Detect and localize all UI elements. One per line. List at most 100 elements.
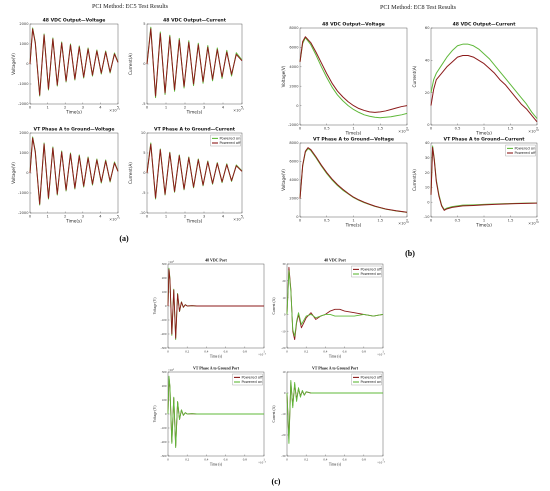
x-tick-label: 0.8 [243, 458, 247, 462]
group-c-label: (c) [272, 477, 281, 486]
x-multiplier: ×10⁻⁶ [258, 461, 266, 465]
y-tick-label: -5 [142, 102, 146, 106]
legend-entry: Powered on [361, 380, 382, 384]
y-tick-label: 8000 [289, 141, 299, 145]
x-axis-label: Time(s) [186, 110, 203, 115]
y-tick-label: 0 [427, 123, 430, 127]
y-tick-label: 30 [425, 156, 430, 160]
y-tick-label: 8000 [289, 26, 299, 30]
y-tick-label: -10 [140, 211, 147, 215]
x-tick-label: 4 [222, 106, 225, 110]
y-tick-label: 10 [282, 370, 286, 374]
x-tick-label: 4 [222, 215, 225, 219]
x-multiplier: ×10⁻⁷ [233, 218, 244, 222]
x-multiplier: ×10⁻⁶ [377, 353, 385, 357]
y-tick-label: -300 [161, 346, 167, 350]
legend-box [232, 373, 263, 386]
series-line-powered-off [167, 269, 264, 339]
chart-title: 48 VDC Output—Voltage [322, 22, 385, 28]
x-multiplier: ×10⁻⁶ [528, 222, 539, 226]
legend-entry: Powered off [515, 151, 537, 155]
x-tick-label: 3 [203, 106, 205, 110]
series-line-powered-off [146, 28, 243, 97]
chart-a1: 48 VDC Output—Voltage 0 1 2 3 4 5 2000 1000 0 -100… [11, 18, 121, 115]
y-tick-label: 0 [165, 304, 167, 308]
series-line-powered-off [286, 266, 384, 341]
series-line-powered-off [430, 54, 538, 123]
legend-box [351, 373, 382, 386]
y-axis-label: Voltage(V) [11, 53, 16, 75]
x-tick-label: 0.2 [185, 458, 189, 462]
y-tick-label: -2000 [18, 211, 29, 215]
x-multiplier: ×10⁻⁶ [377, 461, 385, 465]
x-tick-label: 0 [167, 350, 169, 354]
y-tick-label: 0 [143, 171, 146, 175]
x-tick-label: 1 [483, 127, 485, 131]
chart-b1: 48 VDC Output—Voltage 0 0.5 1 1.5 2 8000 6000 40… [281, 22, 410, 136]
x-tick-label: 0 [430, 127, 433, 131]
x-tick-label: 1.5 [508, 127, 514, 131]
x-tick-label: 2 [64, 215, 66, 219]
x-tick-label: 0 [146, 215, 149, 219]
y-tick-label: 20 [425, 171, 430, 175]
legend-box [351, 265, 382, 278]
chart-title: 48 VDC Output—Current [453, 22, 517, 28]
y-tick-label: 300 [162, 370, 167, 374]
x-tick-label: 1 [165, 215, 167, 219]
x-axis-label: Time (s) [329, 355, 342, 359]
group-a-title: PCI Method: EC5 Test Results [92, 3, 169, 10]
x-multiplier: ×10⁻⁷ [109, 109, 120, 113]
x-axis-label: Time (s) [210, 463, 223, 467]
legend-entry: Powered on [515, 147, 536, 151]
y-axis-label: Current(A) [128, 53, 133, 75]
y-tick-label: -20 [281, 433, 286, 437]
y-tick-label: 5 [143, 151, 145, 155]
chart-title: VT Phase A to Ground—Voltage [313, 137, 394, 143]
series-line-powered-off [299, 36, 408, 113]
series-line-powered-off [29, 137, 119, 205]
chart-title: VT Phase A to Ground Port [312, 367, 359, 371]
y-tick-label: 10 [425, 186, 430, 190]
x-tick-label: 2 [406, 127, 408, 131]
chart-b4: VT Phase A to Ground—Current 0 0.5 1 1.5 2 40 3… [412, 137, 540, 228]
y-tick-label: 0 [296, 104, 299, 108]
x-tick-label: 5 [117, 106, 119, 110]
chart-b2: 48 VDC Output—Current 0 0.5 1 1.5 2 60 40 20 0 Tim… [412, 22, 540, 136]
y-tick-label: -200 [161, 332, 167, 336]
chart-title: VT Phase A to Ground Port [193, 367, 240, 371]
y-tick-label: 1000 [19, 151, 29, 155]
y-tick-label: -200 [161, 440, 167, 444]
x-tick-label: 1 [46, 106, 48, 110]
x-tick-label: 0.4 [204, 350, 208, 354]
y-multiplier: ×10³ [168, 260, 174, 264]
y-tick-label: 2000 [289, 84, 299, 88]
y-tick-label: 2000 [19, 131, 29, 135]
group-a-label: (a) [119, 234, 129, 243]
x-tick-label: 0.6 [224, 458, 228, 462]
y-tick-label: -100 [161, 426, 167, 430]
y-tick-label: 4000 [289, 178, 299, 182]
x-tick-label: 0.4 [204, 458, 208, 462]
y-tick-label: 60 [425, 26, 430, 30]
plot-frame [146, 23, 243, 105]
series-line-powered-on [430, 43, 538, 119]
chart-title: 48 VDC Output—Current [163, 18, 227, 24]
y-tick-label: 0 [26, 171, 29, 175]
x-tick-label: 0.6 [343, 350, 347, 354]
x-axis-label: Time(s) [65, 219, 82, 224]
x-axis-label: Time(s) [345, 131, 362, 136]
y-tick-label: 30 [282, 262, 286, 266]
chart-c1: 48 VDC Port 0 0.2 0.4 0.6 0.8 1 300 200 100 0 -100 -… [153, 259, 266, 359]
x-axis-label: Time(s) [475, 131, 492, 136]
y-tick-label: 0 [296, 215, 299, 219]
y-tick-label: -300 [161, 454, 167, 458]
y-tick-label: 6000 [289, 160, 299, 164]
x-tick-label: 1 [263, 458, 265, 462]
y-tick-label: 10 [141, 131, 146, 135]
chart-title: 48 VDC Output—Voltage [43, 18, 106, 24]
plot-frame [299, 27, 408, 126]
y-tick-label: -10 [281, 412, 286, 416]
